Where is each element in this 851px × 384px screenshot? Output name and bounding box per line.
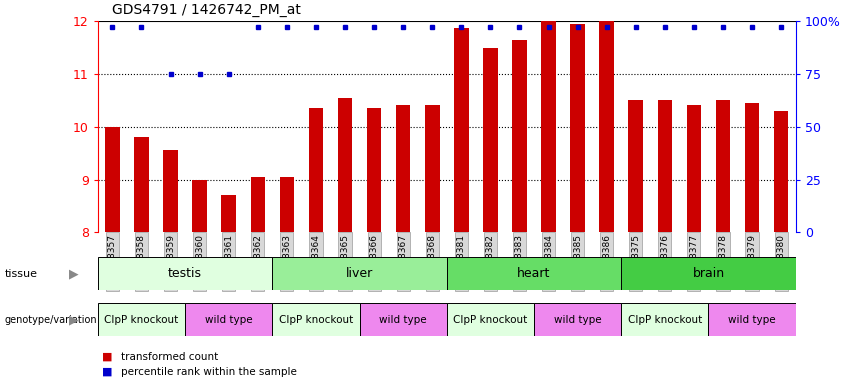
Bar xyxy=(134,137,149,232)
Bar xyxy=(709,303,796,336)
Bar xyxy=(658,100,672,232)
Bar xyxy=(338,98,352,232)
Bar xyxy=(272,303,360,336)
Bar xyxy=(745,103,759,232)
Text: ClpP knockout: ClpP knockout xyxy=(628,314,702,325)
Bar xyxy=(483,48,498,232)
Bar xyxy=(367,108,381,232)
Text: ■: ■ xyxy=(102,352,112,362)
Bar xyxy=(106,127,120,232)
Bar xyxy=(447,303,534,336)
Text: wild type: wild type xyxy=(205,314,253,325)
Text: ClpP knockout: ClpP knockout xyxy=(454,314,528,325)
Bar xyxy=(512,40,527,232)
Bar xyxy=(192,180,207,232)
Bar xyxy=(687,104,701,232)
Bar xyxy=(272,257,447,290)
Bar xyxy=(163,151,178,232)
Text: liver: liver xyxy=(346,267,374,280)
Bar xyxy=(250,177,265,232)
Text: wild type: wild type xyxy=(380,314,427,325)
Text: wild type: wild type xyxy=(554,314,602,325)
Bar xyxy=(425,104,439,232)
Text: percentile rank within the sample: percentile rank within the sample xyxy=(121,367,297,377)
Bar xyxy=(621,257,796,290)
Bar xyxy=(396,104,410,232)
Bar xyxy=(186,303,272,336)
Text: testis: testis xyxy=(168,267,202,280)
Bar xyxy=(221,195,236,232)
Text: tissue: tissue xyxy=(4,268,37,279)
Bar xyxy=(534,303,621,336)
Bar xyxy=(774,111,788,232)
Bar xyxy=(447,257,621,290)
Bar xyxy=(454,28,469,232)
Text: wild type: wild type xyxy=(728,314,776,325)
Text: ClpP knockout: ClpP knockout xyxy=(279,314,353,325)
Bar xyxy=(541,21,556,232)
Bar xyxy=(98,303,186,336)
Bar xyxy=(599,21,614,232)
Bar xyxy=(621,303,708,336)
Text: brain: brain xyxy=(693,267,724,280)
Bar xyxy=(359,303,447,336)
Text: GDS4791 / 1426742_PM_at: GDS4791 / 1426742_PM_at xyxy=(111,3,300,17)
Text: transformed count: transformed count xyxy=(121,352,218,362)
Bar xyxy=(280,177,294,232)
Bar xyxy=(309,108,323,232)
Bar xyxy=(629,100,643,232)
Text: ▶: ▶ xyxy=(69,267,78,280)
Bar xyxy=(98,257,272,290)
Bar xyxy=(570,24,585,232)
Text: ClpP knockout: ClpP knockout xyxy=(105,314,179,325)
Text: ■: ■ xyxy=(102,367,112,377)
Text: ▶: ▶ xyxy=(69,313,78,326)
Text: heart: heart xyxy=(517,267,551,280)
Text: genotype/variation: genotype/variation xyxy=(4,314,97,325)
Bar xyxy=(716,100,730,232)
